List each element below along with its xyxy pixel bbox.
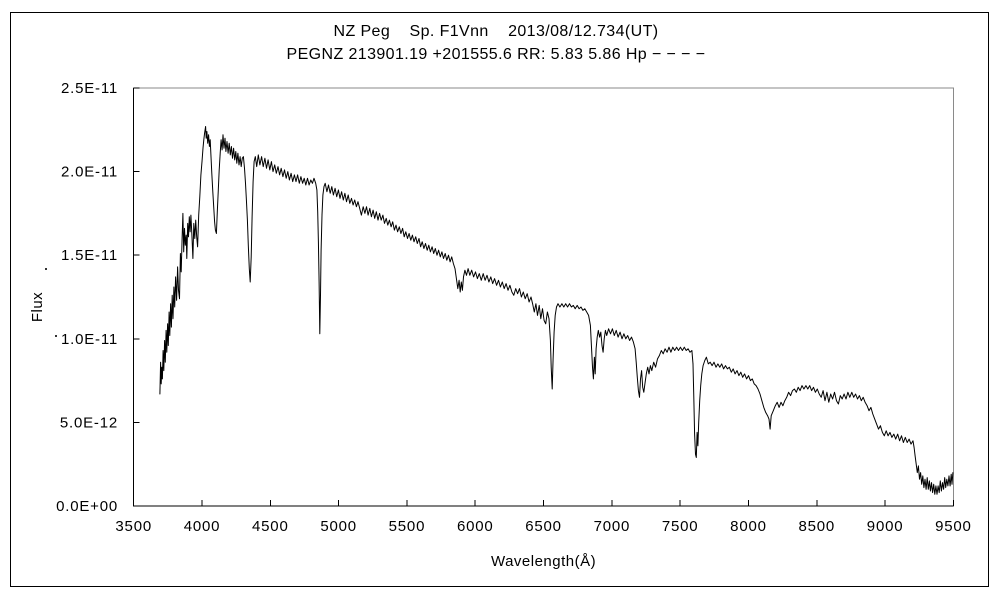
x-axis-title: Wavelength(Å): [491, 553, 596, 570]
x-tick-label: 4000: [184, 518, 221, 535]
y-tick-label: 2.5E-11: [61, 80, 118, 97]
x-tick-label: 9500: [935, 518, 972, 535]
y-tick-label: 0.0E+00: [56, 498, 118, 515]
y-tick-label: 1.0E-11: [61, 331, 118, 348]
y-tick-label: 1.5E-11: [61, 247, 118, 264]
y-tick-label: 2.0E-11: [61, 164, 118, 181]
figure-border: [10, 12, 989, 587]
x-tick-label: 5500: [389, 518, 426, 535]
stray-dot: [55, 335, 57, 337]
stray-dot: [45, 268, 47, 270]
y-tick-label: 5.0E-12: [60, 414, 118, 431]
y-axis-title: Flux: [29, 292, 46, 322]
chart-header: NZ Peg Sp. F1Vnn 2013/08/12.734(UT) PEGN…: [0, 22, 992, 64]
x-tick-label: 9000: [867, 518, 904, 535]
x-tick-label: 4500: [252, 518, 289, 535]
chart-title: NZ Peg Sp. F1Vnn 2013/08/12.734(UT): [333, 23, 659, 40]
axes: [133, 88, 954, 507]
x-tick-label: 5000: [320, 518, 357, 535]
x-tick-label: 7500: [662, 518, 699, 535]
chart-subtitle: PEGNZ 213901.19 +201555.6 RR: 5.83 5.86 …: [286, 46, 706, 63]
x-tick-label: 8500: [798, 518, 835, 535]
spectrum-line: [159, 126, 954, 495]
x-tick-label: 3500: [115, 518, 152, 535]
x-tick-label: 6000: [457, 518, 494, 535]
x-tick-label: 6500: [525, 518, 562, 535]
x-tick-label: 7000: [594, 518, 631, 535]
x-tick-label: 8000: [730, 518, 767, 535]
plot-frame: [133, 87, 954, 507]
